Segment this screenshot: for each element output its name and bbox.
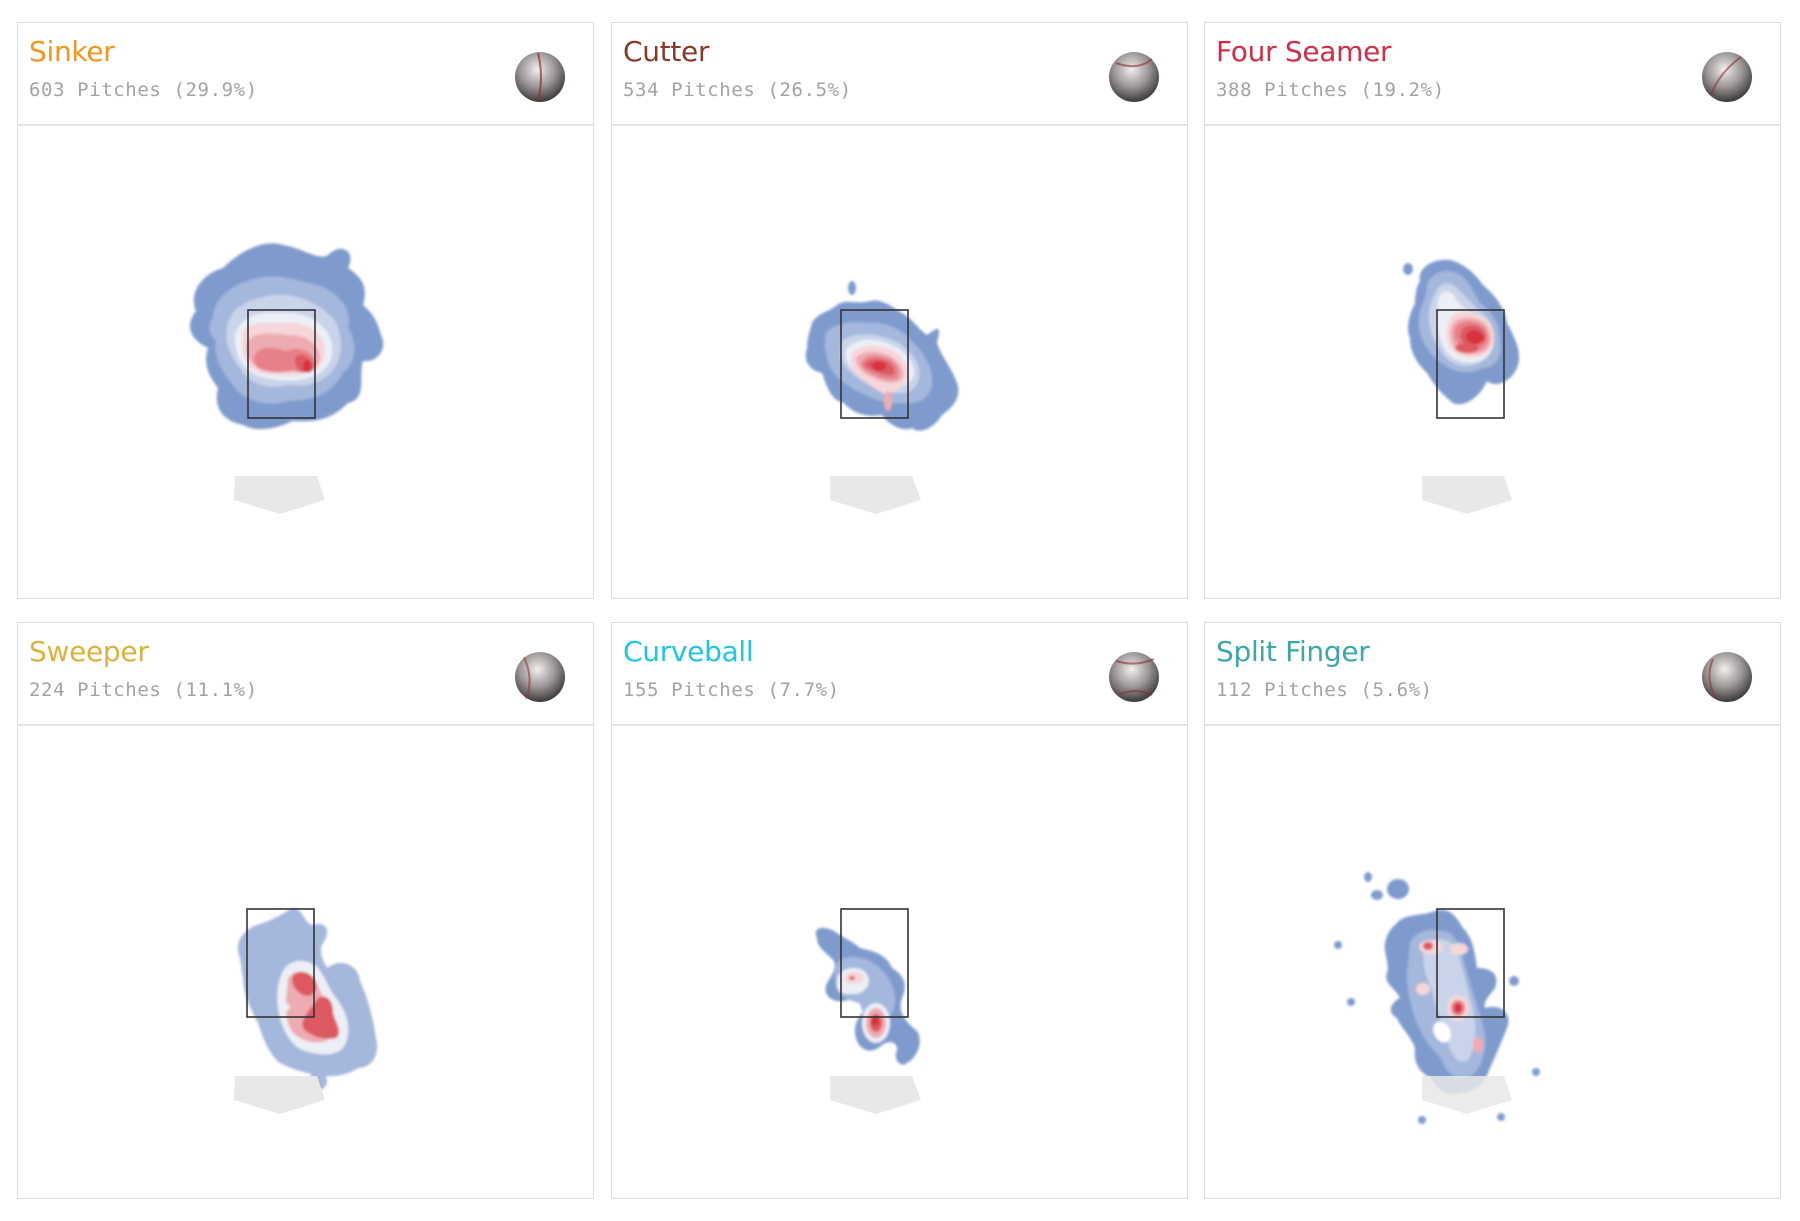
card-header: Curveball 155 Pitches (7.7%) [612, 623, 1187, 726]
card-header: Split Finger 112 Pitches (5.6%) [1205, 623, 1780, 726]
pitch-count-label: 603 Pitches (29.9%) [29, 79, 258, 101]
pitch-type-title: Curveball [623, 635, 754, 668]
baseball-icon [515, 652, 565, 702]
pitch-count-label: 112 Pitches (5.6%) [1216, 679, 1433, 701]
baseball-icon [515, 52, 565, 102]
pitch-count-label: 534 Pitches (26.5%) [623, 79, 852, 101]
pitch-card-four-seamer: Four Seamer 388 Pitches (19.2%) [1204, 22, 1781, 599]
pitch-card-sinker: Sinker 603 Pitches (29.9%) [17, 22, 594, 599]
pitch-count-label: 388 Pitches (19.2%) [1216, 79, 1445, 101]
pitch-card-sweeper: Sweeper 224 Pitches (11.1%) [17, 622, 594, 1199]
location-heatmap [1205, 126, 1782, 600]
pitch-type-title: Cutter [623, 35, 710, 68]
location-heatmap [18, 726, 595, 1200]
baseball-icon [1702, 652, 1752, 702]
location-heatmap [612, 726, 1189, 1200]
baseball-icon [1109, 652, 1159, 702]
card-header: Sweeper 224 Pitches (11.1%) [18, 623, 593, 726]
pitch-card-cutter: Cutter 534 Pitches (26.5%) [611, 22, 1188, 599]
pitch-type-title: Four Seamer [1216, 35, 1392, 68]
pitch-type-title: Sweeper [29, 635, 149, 668]
card-header: Cutter 534 Pitches (26.5%) [612, 23, 1187, 126]
baseball-icon [1109, 52, 1159, 102]
pitch-count-label: 155 Pitches (7.7%) [623, 679, 840, 701]
pitch-type-title: Split Finger [1216, 635, 1370, 668]
location-heatmap [18, 126, 595, 600]
pitch-card-curveball: Curveball 155 Pitches (7.7%) [611, 622, 1188, 1199]
card-header: Sinker 603 Pitches (29.9%) [18, 23, 593, 126]
pitch-count-label: 224 Pitches (11.1%) [29, 679, 258, 701]
card-header: Four Seamer 388 Pitches (19.2%) [1205, 23, 1780, 126]
pitch-type-title: Sinker [29, 35, 115, 68]
location-heatmap [612, 126, 1189, 600]
baseball-icon [1702, 52, 1752, 102]
pitch-card-split-finger: Split Finger 112 Pitches (5.6%) [1204, 622, 1781, 1199]
location-heatmap [1205, 726, 1782, 1200]
